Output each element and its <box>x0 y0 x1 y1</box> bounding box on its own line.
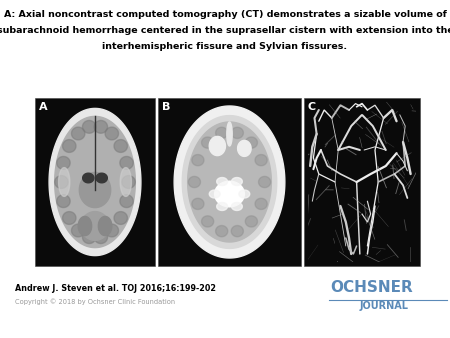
Polygon shape <box>55 116 135 248</box>
Polygon shape <box>99 216 112 236</box>
Text: Copyright © 2018 by Ochsner Clinic Foundation: Copyright © 2018 by Ochsner Clinic Found… <box>15 298 175 305</box>
Polygon shape <box>63 212 76 224</box>
Bar <box>35 98 155 266</box>
Polygon shape <box>57 156 70 169</box>
Polygon shape <box>192 154 204 166</box>
Text: C: C <box>308 102 316 112</box>
Bar <box>158 98 301 266</box>
Text: A: A <box>39 102 48 112</box>
Polygon shape <box>188 122 271 242</box>
Polygon shape <box>57 195 70 208</box>
Polygon shape <box>122 176 135 188</box>
Polygon shape <box>216 127 228 139</box>
Polygon shape <box>255 154 267 166</box>
Text: interhemispheric fissure and Sylvian fissures.: interhemispheric fissure and Sylvian fis… <box>103 42 347 51</box>
Polygon shape <box>72 127 85 140</box>
Polygon shape <box>231 127 243 139</box>
Polygon shape <box>79 172 111 208</box>
Polygon shape <box>94 120 108 133</box>
Polygon shape <box>83 173 94 183</box>
Polygon shape <box>105 224 118 237</box>
Polygon shape <box>216 225 228 237</box>
Polygon shape <box>114 212 127 224</box>
Polygon shape <box>81 212 109 240</box>
Polygon shape <box>182 116 277 248</box>
Polygon shape <box>94 231 108 244</box>
Text: A: Axial noncontrast computed tomography (CT) demonstrates a sizable volume of: A: Axial noncontrast computed tomography… <box>4 10 446 19</box>
Polygon shape <box>245 137 257 148</box>
Polygon shape <box>49 108 141 256</box>
Polygon shape <box>120 156 133 169</box>
Polygon shape <box>202 137 214 148</box>
Polygon shape <box>174 106 285 258</box>
Polygon shape <box>259 176 270 188</box>
Text: B: B <box>162 102 171 112</box>
Polygon shape <box>239 190 250 198</box>
Bar <box>304 98 420 266</box>
Polygon shape <box>58 168 70 196</box>
Text: Andrew J. Steven et al. TOJ 2016;16:199-202: Andrew J. Steven et al. TOJ 2016;16:199-… <box>15 284 216 293</box>
Polygon shape <box>72 224 85 237</box>
Polygon shape <box>82 120 96 133</box>
Polygon shape <box>78 216 92 236</box>
Polygon shape <box>217 202 227 211</box>
Polygon shape <box>202 216 214 227</box>
Polygon shape <box>217 177 227 186</box>
Polygon shape <box>227 122 232 146</box>
Polygon shape <box>238 140 251 156</box>
Polygon shape <box>63 140 76 152</box>
Polygon shape <box>114 140 127 152</box>
Polygon shape <box>96 173 107 183</box>
Polygon shape <box>82 231 96 244</box>
Polygon shape <box>189 176 200 188</box>
Text: OCHSNER: OCHSNER <box>330 280 413 295</box>
Polygon shape <box>120 195 133 208</box>
Text: JOURNAL: JOURNAL <box>360 301 409 311</box>
Polygon shape <box>245 216 257 227</box>
Polygon shape <box>55 176 68 188</box>
Polygon shape <box>192 198 204 210</box>
Polygon shape <box>232 177 242 186</box>
Polygon shape <box>209 190 220 198</box>
Polygon shape <box>231 225 243 237</box>
Polygon shape <box>215 181 244 207</box>
Text: subarachnoid hemorrhage centered in the suprasellar cistern with extension into : subarachnoid hemorrhage centered in the … <box>0 26 450 35</box>
Polygon shape <box>120 168 131 196</box>
Polygon shape <box>232 202 242 211</box>
Polygon shape <box>255 198 267 210</box>
Polygon shape <box>105 127 118 140</box>
Polygon shape <box>209 137 225 155</box>
